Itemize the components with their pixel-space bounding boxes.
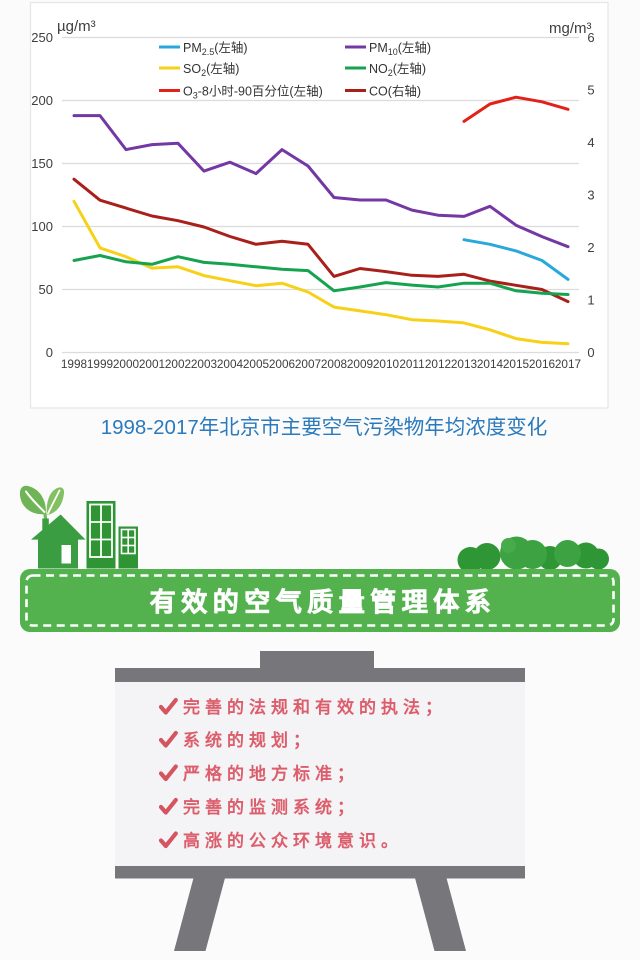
svg-text:0: 0 [46, 345, 53, 360]
svg-text:有效的空气质量管理体系: 有效的空气质量管理体系 [150, 587, 497, 617]
svg-text:150: 150 [31, 156, 53, 171]
svg-text:1999: 1999 [87, 357, 113, 371]
svg-text:2005: 2005 [243, 357, 270, 371]
svg-text:mg/m³: mg/m³ [549, 20, 592, 37]
svg-text:2012: 2012 [425, 357, 451, 371]
svg-text:O3-8小时-90百分位(左轴): O3-8小时-90百分位(左轴) [183, 84, 323, 101]
svg-text:1: 1 [587, 293, 594, 308]
svg-text:5: 5 [587, 83, 594, 98]
svg-text:0: 0 [587, 345, 594, 360]
svg-text:PM10(左轴): PM10(左轴) [369, 40, 431, 57]
svg-text:2010: 2010 [373, 357, 400, 371]
svg-text:2008: 2008 [321, 357, 348, 371]
svg-text:PM2.5(左轴): PM2.5(左轴) [183, 40, 248, 57]
svg-text:2013: 2013 [451, 357, 478, 371]
svg-text:2002: 2002 [165, 357, 191, 371]
svg-text:完善的法规和有效的执法；: 完善的法规和有效的执法； [183, 697, 447, 717]
svg-text:2001: 2001 [139, 357, 165, 371]
svg-text:2017: 2017 [555, 357, 581, 371]
svg-text:高涨的公众环境意识。: 高涨的公众环境意识。 [183, 831, 403, 851]
svg-text:严格的地方标准；: 严格的地方标准； [183, 764, 359, 784]
svg-text:µg/m³: µg/m³ [57, 18, 96, 35]
svg-text:50: 50 [39, 282, 53, 297]
svg-text:4: 4 [587, 135, 594, 150]
svg-text:6: 6 [587, 30, 594, 45]
svg-text:2000: 2000 [113, 357, 140, 371]
svg-text:完善的监测系统；: 完善的监测系统； [183, 797, 359, 817]
svg-text:1998-2017年北京市主要空气污染物年均浓度变化: 1998-2017年北京市主要空气污染物年均浓度变化 [101, 416, 548, 439]
svg-text:2007: 2007 [295, 357, 321, 371]
svg-text:系统的规划；: 系统的规划； [183, 730, 315, 750]
svg-text:2014: 2014 [477, 357, 504, 371]
svg-text:2: 2 [587, 240, 594, 255]
svg-text:2003: 2003 [191, 357, 218, 371]
svg-text:NO2(左轴): NO2(左轴) [369, 61, 426, 78]
svg-text:2011: 2011 [399, 357, 424, 371]
svg-text:250: 250 [31, 30, 53, 45]
svg-text:100: 100 [31, 219, 53, 234]
svg-text:1998: 1998 [61, 357, 88, 371]
svg-text:3: 3 [587, 188, 594, 203]
svg-text:CO(右轴): CO(右轴) [369, 84, 421, 99]
svg-text:200: 200 [31, 93, 53, 108]
svg-text:2006: 2006 [269, 357, 296, 371]
svg-text:SO2(左轴): SO2(左轴) [183, 61, 239, 78]
svg-text:2016: 2016 [529, 357, 556, 371]
svg-text:2015: 2015 [503, 357, 530, 371]
svg-text:2009: 2009 [347, 357, 373, 371]
svg-text:2004: 2004 [217, 357, 244, 371]
